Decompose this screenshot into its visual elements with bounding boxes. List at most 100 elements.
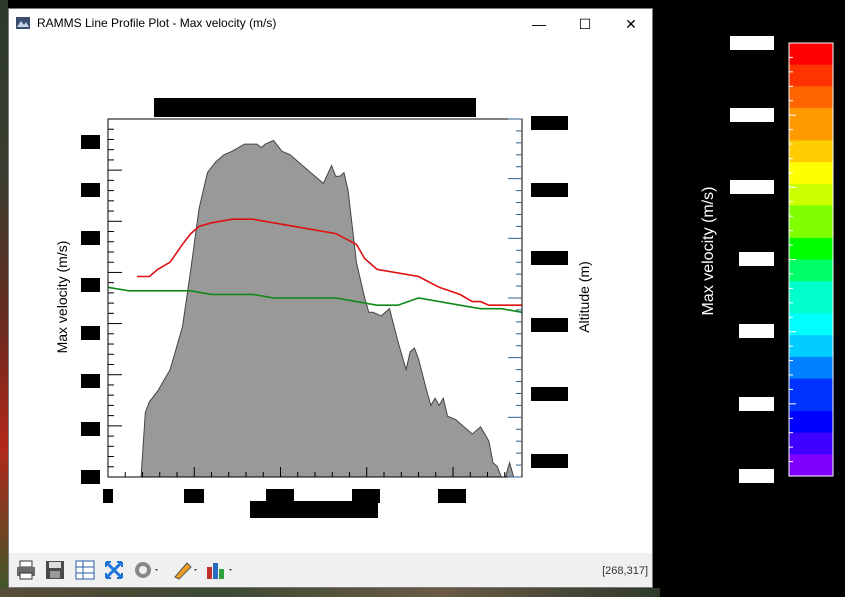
- colorbar-segment: [789, 302, 833, 315]
- colorbar-segment: [789, 291, 833, 304]
- colorbar-segment: [789, 454, 833, 466]
- plot-title-redacted: [154, 98, 476, 117]
- maximize-button[interactable]: ☐: [562, 9, 608, 39]
- chart-type-button[interactable]: [205, 559, 235, 581]
- legend-tick-label-redacted: [739, 397, 774, 411]
- zoom-fit-icon: [104, 560, 124, 580]
- colorbar-segment: [789, 356, 833, 369]
- save-icon: [46, 561, 64, 579]
- left-tick-label-redacted: [81, 374, 100, 388]
- colorbar-segment: [789, 194, 833, 206]
- data-table-button[interactable]: [74, 559, 96, 581]
- legend-tick-label-redacted: [730, 36, 774, 50]
- profile-chart[interactable]: [9, 39, 652, 551]
- legend-tick-label-redacted: [730, 108, 774, 122]
- right-tick-label-redacted: [531, 454, 568, 468]
- pencil-icon: [174, 562, 197, 580]
- colorbar-segment: [789, 129, 833, 141]
- save-button[interactable]: [44, 559, 66, 581]
- left-tick-label-redacted: [81, 326, 100, 340]
- colorbar-segment: [789, 421, 833, 434]
- minimize-button[interactable]: —: [516, 9, 562, 39]
- right-tick-label-redacted: [531, 116, 568, 130]
- colorbar-segment: [789, 367, 833, 380]
- color-legend-panel: Max velocity (m/s): [700, 30, 845, 490]
- close-button[interactable]: ✕: [608, 9, 654, 39]
- window-title: RAMMS Line Profile Plot - Max velocity (…: [37, 16, 277, 30]
- minimize-icon: —: [532, 16, 546, 32]
- bottom-tick-label-redacted: [352, 489, 380, 503]
- colorbar-segment: [789, 248, 833, 260]
- legend-tick-label-redacted: [730, 180, 774, 194]
- left-tick-label-redacted: [81, 422, 100, 436]
- colorbar-segment: [789, 172, 833, 185]
- background-terrain-bottom: [0, 588, 660, 597]
- bar-chart-icon: [207, 563, 232, 579]
- bottom-tick-label-redacted: [438, 489, 466, 503]
- colorbar-segment: [789, 75, 833, 87]
- velocity-line-green: [107, 286, 523, 314]
- altitude-area: [108, 139, 522, 478]
- line-profile-window: RAMMS Line Profile Plot - Max velocity (…: [8, 8, 653, 588]
- data-table-icon: [75, 560, 95, 580]
- close-icon: ✕: [625, 15, 637, 32]
- settings-gear-icon: [135, 562, 158, 578]
- colorbar: [788, 42, 834, 477]
- colorbar-segment: [789, 237, 833, 250]
- colorbar-segment: [789, 389, 833, 401]
- colorbar-segment: [789, 53, 833, 66]
- colorbar-segment: [789, 378, 833, 390]
- colorbar-segment: [789, 346, 833, 358]
- x-axis-label-redacted: [250, 501, 378, 518]
- left-axis-label: Max velocity (m/s): [54, 240, 70, 354]
- maximize-icon: ☐: [578, 15, 592, 32]
- bottom-toolbar: [268,317]: [9, 553, 652, 587]
- colorbar-segment: [789, 443, 833, 455]
- background-terrain-strip: [0, 0, 8, 597]
- bottom-tick-label-redacted: [184, 489, 204, 503]
- bottom-tick-label-redacted: [266, 489, 294, 503]
- right-tick-label-redacted: [531, 318, 568, 332]
- plot-area: Max velocity (m/s) Altitude (m): [9, 39, 652, 551]
- legend-tick-label-redacted: [739, 252, 774, 266]
- legend-tick-label-redacted: [739, 469, 774, 483]
- zoom-fit-button[interactable]: [103, 559, 125, 581]
- colorbar-segment: [789, 335, 833, 347]
- colorbar-segment: [789, 324, 833, 336]
- right-tick-label-redacted: [531, 251, 568, 265]
- colorbar-segment: [789, 270, 833, 282]
- legend-tick-label-redacted: [739, 324, 774, 338]
- title-bar[interactable]: RAMMS Line Profile Plot - Max velocity (…: [9, 9, 652, 39]
- settings-button[interactable]: [132, 559, 160, 581]
- colorbar-segment: [789, 183, 833, 196]
- colorbar-segment: [789, 400, 833, 412]
- colorbar-segment: [789, 259, 833, 271]
- colorbar-segment: [789, 281, 833, 293]
- colorbar-segment: [789, 140, 833, 152]
- colorbar-segment: [789, 118, 833, 131]
- print-button[interactable]: [15, 559, 37, 581]
- colorbar-segment: [789, 151, 833, 163]
- right-axis-label: Altitude (m): [576, 261, 592, 333]
- colorbar-segment: [789, 64, 833, 76]
- colorbar-segment: [789, 313, 833, 325]
- bottom-tick-label-redacted: [103, 489, 113, 503]
- colorbar-segment: [789, 86, 833, 98]
- colorbar-segment: [789, 411, 833, 423]
- colorbar-segment: [789, 97, 833, 109]
- annotate-button[interactable]: [171, 559, 199, 581]
- left-tick-label-redacted: [81, 470, 100, 484]
- colorbar-segment: [789, 216, 833, 228]
- colorbar-segment: [789, 465, 833, 477]
- print-icon: [17, 560, 35, 580]
- left-tick-label-redacted: [81, 183, 100, 197]
- colorbar-segment: [789, 43, 833, 55]
- colorbar-segment: [789, 162, 833, 174]
- left-tick-label-redacted: [81, 231, 100, 245]
- right-tick-label-redacted: [531, 387, 568, 401]
- colorbar-segment: [789, 227, 833, 239]
- left-tick-label-redacted: [81, 278, 100, 292]
- colorbar-segment: [789, 432, 833, 445]
- app-icon: [15, 15, 31, 31]
- colorbar-segment: [789, 107, 833, 120]
